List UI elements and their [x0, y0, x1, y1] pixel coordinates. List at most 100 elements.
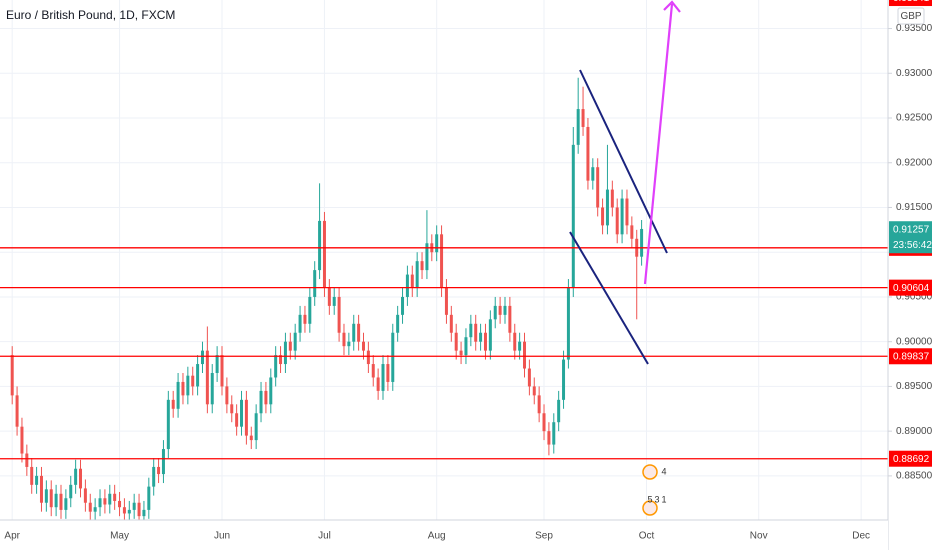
- candle-body: [235, 413, 239, 427]
- candle-body: [440, 234, 444, 289]
- x-tick-label: Sep: [535, 531, 553, 542]
- x-tick-label: Dec: [852, 531, 870, 542]
- candle-body: [479, 332, 483, 342]
- candle-body: [454, 332, 458, 351]
- candle-body: [327, 288, 331, 306]
- event-label: 3: [654, 494, 659, 504]
- x-tick-label: Aug: [428, 531, 446, 542]
- candle-body: [79, 468, 83, 489]
- candle-body: [523, 341, 527, 369]
- level-label-bg: [889, 279, 932, 296]
- candle-body: [625, 198, 629, 226]
- candle-body: [566, 288, 570, 360]
- candle-body: [293, 332, 297, 351]
- candle-body: [620, 198, 624, 235]
- candle-body: [283, 341, 287, 365]
- candle-body: [352, 323, 356, 342]
- candle-body: [288, 341, 292, 351]
- axes: 0.935000.930000.925000.920000.915000.910…: [4, 0, 932, 542]
- candle-body: [49, 489, 53, 508]
- candle-body: [230, 404, 234, 414]
- candle-body: [552, 422, 556, 445]
- candle-body: [308, 296, 312, 324]
- candle-body: [337, 296, 341, 333]
- candle-body: [361, 341, 365, 351]
- price-axis: [888, 0, 932, 550]
- candle-body: [83, 488, 87, 503]
- candle-body: [464, 337, 468, 356]
- y-tick-label: 0.93000: [896, 68, 932, 79]
- candle-body: [205, 350, 209, 405]
- candle-body: [381, 364, 385, 391]
- candle-body: [113, 493, 117, 501]
- candle-body: [640, 228, 644, 257]
- candle-body: [161, 449, 165, 475]
- price-label-bg: [889, 221, 932, 254]
- candle-body: [527, 368, 531, 387]
- candle-body: [142, 509, 146, 517]
- candle-body: [157, 466, 161, 475]
- candle-body: [508, 305, 512, 333]
- candle-body: [498, 305, 502, 315]
- plot: 4 5 3 1: [0, 77, 888, 526]
- x-tick-label: May: [110, 531, 129, 542]
- candle-body: [191, 375, 195, 387]
- candle-body: [64, 498, 68, 510]
- event-label: 5: [647, 494, 652, 504]
- candle-body: [118, 500, 122, 508]
- candle-body: [137, 502, 141, 517]
- x-tick-label: Jul: [318, 531, 331, 542]
- candle-body: [15, 395, 19, 427]
- candle-body: [59, 493, 63, 510]
- event-label: 4: [661, 466, 666, 476]
- event-icon: [642, 464, 658, 480]
- candle-body: [171, 399, 175, 409]
- event-label: 1: [661, 494, 666, 504]
- candle-body: [254, 413, 258, 441]
- price-label: 0.91257: [893, 224, 930, 235]
- candle-body: [425, 243, 429, 271]
- candle-body: [488, 319, 492, 351]
- candle-body: [474, 323, 478, 342]
- chart-title: Euro / British Pound, 1D, FXCM: [6, 8, 175, 22]
- level-label-bg: [889, 450, 932, 467]
- candle-body: [596, 167, 600, 208]
- trend-line: [579, 69, 668, 254]
- currency-box: [897, 7, 925, 25]
- candle-body: [415, 261, 419, 289]
- candle-body: [376, 377, 380, 391]
- candle-body: [332, 296, 336, 306]
- candle-body: [166, 399, 170, 450]
- candle-body: [244, 399, 248, 436]
- time-axis: [0, 520, 888, 550]
- candle-body: [108, 493, 112, 505]
- candle-body: [342, 332, 346, 347]
- candle-body: [259, 390, 263, 414]
- candle-body: [30, 466, 34, 485]
- candle-body: [410, 274, 414, 289]
- candle-body: [98, 498, 102, 508]
- candle-body: [557, 399, 561, 423]
- candle-body: [215, 355, 219, 374]
- candle-body: [249, 435, 253, 441]
- y-tick-label: 0.89000: [896, 426, 932, 437]
- candle-body: [274, 355, 278, 378]
- candle-body: [493, 305, 497, 320]
- candle-body: [93, 507, 97, 512]
- candle-body: [537, 395, 541, 414]
- candle-body: [152, 466, 156, 487]
- candle-body: [10, 355, 14, 396]
- candle-body: [127, 509, 131, 514]
- candle-body: [366, 350, 370, 365]
- candle-body: [386, 364, 390, 382]
- x-tick-label: Apr: [4, 531, 20, 542]
- candle-body: [347, 341, 351, 347]
- candle-body: [601, 207, 605, 226]
- candle-body: [225, 386, 229, 405]
- candle-body: [176, 381, 180, 409]
- candle-body: [279, 355, 283, 365]
- candle-body: [469, 323, 473, 338]
- candle-body: [581, 109, 585, 127]
